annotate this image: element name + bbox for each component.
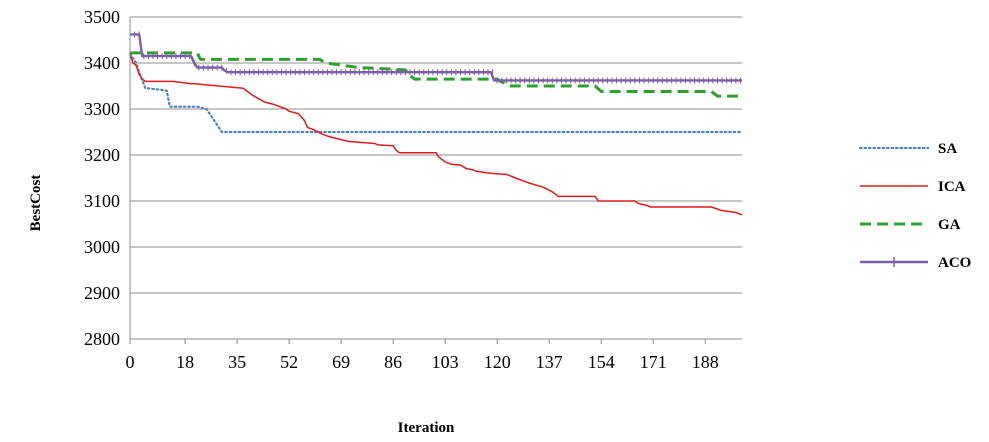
x-tick-label: 188 (692, 352, 719, 372)
y-tick-label: 3500 (84, 7, 120, 27)
x-tick-label: 103 (432, 352, 459, 372)
y-tick-label: 2800 (84, 329, 120, 349)
x-tick-label: 35 (228, 352, 246, 372)
series-layer (128, 31, 744, 216)
gridlines (130, 16, 742, 340)
y-axis-title: BestCost (28, 175, 44, 232)
x-tick-label: 171 (640, 352, 667, 372)
series-line-aco (130, 33, 742, 82)
series-markers-aco (129, 31, 741, 84)
y-tick-label: 3100 (84, 191, 120, 211)
y-tick-label: 3000 (84, 237, 120, 257)
series-line-sa (128, 52, 744, 134)
series-line-ica (129, 53, 743, 216)
x-tick-label: 69 (332, 352, 350, 372)
y-tick-label: 3400 (84, 53, 120, 73)
y-tick-label: 3300 (84, 99, 120, 119)
x-tick-label: 137 (536, 352, 563, 372)
y-tick-label: 2900 (84, 283, 120, 303)
y-tick-label: 3200 (84, 145, 120, 165)
x-tick-label: 0 (126, 352, 135, 372)
legend-label-ga: GA (938, 217, 961, 233)
y-tick-labels: 2800 2900 3000 3100 3200 3300 3400 3500 (84, 7, 120, 349)
x-tick-label: 120 (484, 352, 511, 372)
x-axis-title: Iteration (398, 420, 455, 436)
x-tick-label: 18 (176, 352, 194, 372)
x-tick-label: 52 (280, 352, 298, 372)
x-tick-labels: 0 18 35 52 69 86 103 120 137 154 171 188 (126, 352, 719, 372)
legend: SA ICA GA ACO (858, 141, 971, 271)
legend-label-ica: ICA (938, 179, 966, 195)
legend-label-sa: SA (938, 141, 957, 157)
series-line-ga (130, 51, 742, 98)
x-tick-label: 154 (588, 352, 615, 372)
axes (129, 17, 742, 344)
x-tick-label: 86 (384, 352, 402, 372)
legend-label-aco: ACO (938, 255, 971, 271)
